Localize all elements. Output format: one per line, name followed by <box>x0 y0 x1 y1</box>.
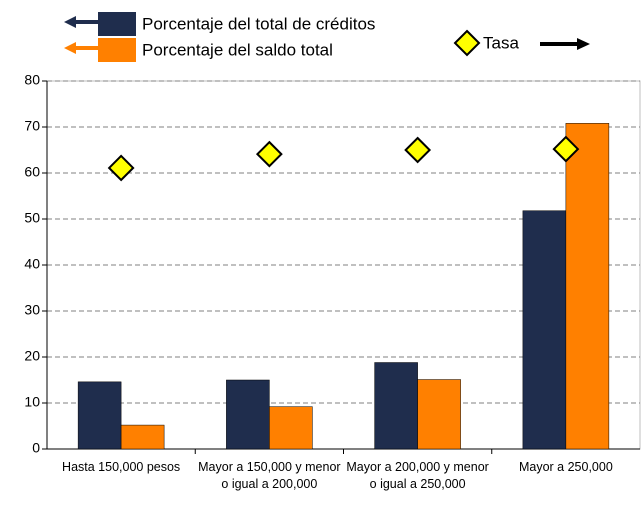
legend-marker <box>453 29 481 57</box>
legend-label: Porcentaje del saldo total <box>142 40 333 59</box>
legend-label: Tasa <box>483 33 519 52</box>
bar <box>120 424 165 450</box>
y-tick-label: 50 <box>24 210 40 226</box>
bar <box>374 362 418 450</box>
bar <box>77 381 122 450</box>
x-tick-label: Hasta 150,000 pesos <box>62 460 181 474</box>
y-tick-label: 80 <box>24 72 40 88</box>
y-tick-label: 70 <box>24 118 40 134</box>
y-tick-label: 0 <box>32 440 40 456</box>
legend-arrow-head <box>577 38 590 50</box>
x-tick-label: Mayor a 150,000 y menor o igual a 200,00… <box>198 460 341 491</box>
bar <box>565 123 610 450</box>
y-tick-label: 30 <box>24 302 40 318</box>
legend-swatch <box>98 12 136 36</box>
bar <box>226 379 270 450</box>
x-tick-label: Mayor a 200,000 y menor o igual a 250,00… <box>346 460 489 491</box>
y-tick-label: 60 <box>24 164 40 180</box>
diamond-marker <box>255 140 283 168</box>
x-tick-label: Mayor a 250,000 <box>518 460 613 474</box>
diamond-marker <box>107 154 135 182</box>
diamond-marker <box>404 136 432 164</box>
legend-arrow-head <box>64 16 76 28</box>
legend-arrow-head <box>64 42 76 54</box>
y-tick-label: 10 <box>24 394 40 410</box>
bar <box>522 210 567 450</box>
y-tick-label: 40 <box>24 256 40 272</box>
bar <box>269 406 313 450</box>
legend-swatch <box>98 38 136 62</box>
legend-label: Porcentaje del total de créditos <box>142 14 375 33</box>
y-tick-label: 20 <box>24 348 40 364</box>
bar <box>417 379 461 450</box>
diamond-marker <box>552 135 580 163</box>
